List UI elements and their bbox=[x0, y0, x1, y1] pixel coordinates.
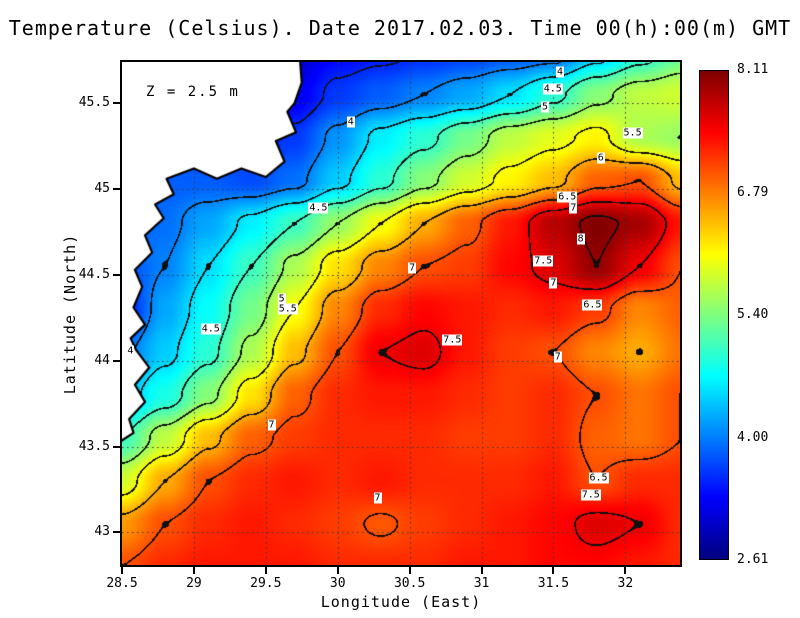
x-tick-mark bbox=[121, 567, 123, 574]
colorbar-label: 5.40 bbox=[737, 307, 769, 322]
y-tick-mark bbox=[113, 359, 120, 362]
x-axis-title: Longitude (East) bbox=[320, 593, 482, 611]
y-tick-label: 43 bbox=[94, 524, 110, 540]
x-tick-label: 29 bbox=[186, 576, 202, 591]
x-tick-mark bbox=[336, 567, 339, 574]
colorbar-canvas bbox=[700, 71, 728, 559]
x-tick-mark bbox=[624, 567, 627, 574]
y-tick-mark bbox=[113, 273, 120, 276]
x-tick-label: 30.5 bbox=[393, 576, 426, 591]
y-tick-label: 44 bbox=[94, 352, 110, 368]
x-tick-mark bbox=[408, 567, 411, 574]
depth-annotation: Z = 2.5 m bbox=[146, 84, 240, 100]
heatmap-canvas bbox=[122, 62, 680, 565]
y-tick-label: 45.5 bbox=[78, 95, 110, 111]
x-tick-mark bbox=[480, 567, 483, 574]
x-tick-label: 28.5 bbox=[106, 576, 138, 591]
colorbar-label: 6.79 bbox=[737, 184, 769, 200]
y-tick-label: 44.5 bbox=[78, 266, 110, 282]
y-tick-mark bbox=[113, 102, 120, 105]
y-tick-mark bbox=[113, 445, 120, 448]
plot-area: 4 4 4.5 5 5.5 6 6.5 7 8 7.5 7 7 4.5 5 5.5 6.5 4.5 7.5 4 7 7 6… bbox=[120, 60, 682, 567]
x-tick-label: 31.5 bbox=[537, 576, 570, 591]
y-tick-mark bbox=[113, 188, 120, 191]
x-tick-mark bbox=[264, 567, 267, 574]
x-tick-mark bbox=[552, 567, 555, 574]
colorbar-label: 4.00 bbox=[737, 429, 769, 445]
y-axis-title: Latitude (North) bbox=[61, 233, 79, 395]
y-tick-mark bbox=[113, 531, 120, 534]
x-tick-mark bbox=[192, 567, 195, 574]
x-tick-label: 30 bbox=[329, 576, 346, 591]
x-tick-label: 32 bbox=[617, 576, 634, 591]
y-tick-label: 45 bbox=[94, 181, 110, 197]
colorbar-label: 2.61 bbox=[737, 552, 769, 567]
x-tick-label: 29.5 bbox=[250, 576, 282, 591]
colorbar bbox=[699, 70, 729, 560]
x-tick-label: 31 bbox=[473, 576, 490, 591]
plot-title: Temperature (Celsius). Date 2017.02.03. … bbox=[8, 16, 792, 40]
y-tick-label: 43.5 bbox=[78, 438, 110, 454]
colorbar-label: 8.11 bbox=[737, 62, 769, 77]
